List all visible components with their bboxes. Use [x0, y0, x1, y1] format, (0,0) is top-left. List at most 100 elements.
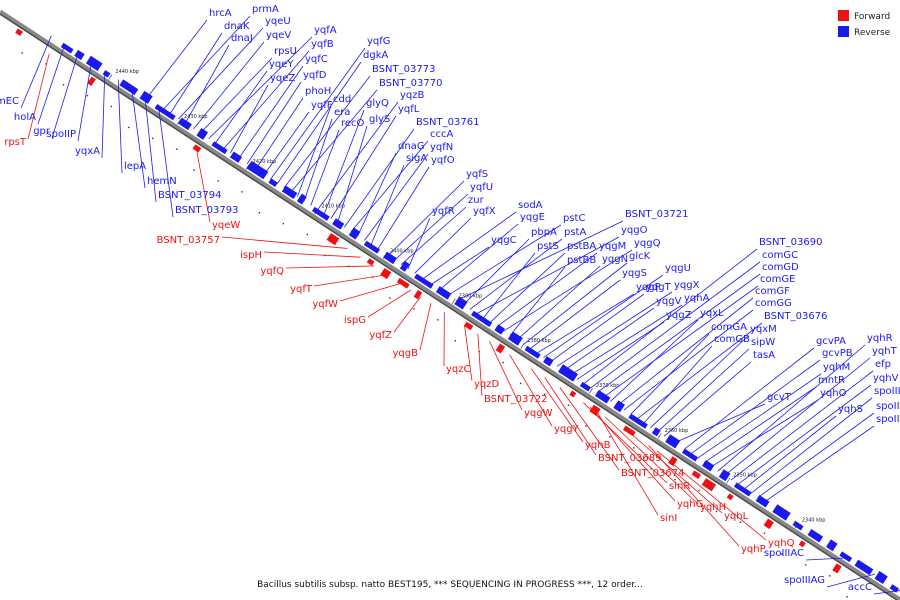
reverse-leader-line [469, 238, 563, 310]
forward-leader-line [631, 434, 723, 514]
reverse-gene-block [507, 331, 523, 346]
forward-leader-line [648, 445, 740, 547]
reverse-leader-line [163, 15, 251, 110]
reverse-leader-line [873, 590, 900, 595]
reverse-leader-line [193, 41, 265, 130]
reverse-leader-line [476, 236, 620, 315]
reverse-leader-line [208, 36, 313, 140]
forward-gene-block [87, 76, 96, 87]
reverse-gene-label-yqha: yqhA [684, 293, 710, 304]
reverse-leader-line [657, 348, 750, 433]
forward-gene-block [798, 540, 806, 548]
reverse-gene-label-spoiiiad: spoIIIAD [876, 414, 900, 425]
forward-gene-label-sinr: sinR [669, 481, 690, 492]
forward-leader-line [477, 333, 483, 397]
reverse-leader-line [529, 279, 621, 350]
marker-dot [454, 340, 456, 342]
reverse-gene-label-yqge: yqgE [520, 212, 545, 223]
reverse-gene-block [825, 539, 838, 552]
reverse-gene-label-spoiip: spoIIP [46, 129, 76, 140]
reverse-leader-line [414, 217, 472, 274]
reverse-leader-line [77, 62, 92, 142]
reverse-leader-line [826, 573, 876, 588]
forward-leader-line [196, 149, 211, 223]
reverse-leader-line [710, 399, 819, 468]
reverse-leader-line [387, 180, 465, 257]
marker-dot [241, 191, 243, 193]
reverse-leader-line [643, 345, 713, 424]
tick-label: 2370 kbp [596, 383, 620, 389]
legend-label-forward: Forward [854, 12, 890, 22]
reverse-gene-label-yqhr: yqhR [867, 333, 893, 344]
reverse-gene-label-yqht: yqhT [872, 346, 898, 357]
gene-blocks [15, 28, 900, 598]
forward-leader-line [464, 324, 473, 382]
marker-dot [176, 148, 178, 150]
leader-lines [20, 15, 900, 595]
reverse-gene-label-yqho: yqhO [820, 388, 847, 399]
forward-gene-block [15, 28, 23, 36]
reverse-gene-block [74, 49, 85, 61]
reverse-leader-line [343, 128, 415, 228]
reverse-gene-label-bsnt-03690: BSNT_03690 [759, 237, 822, 248]
reverse-leader-line [131, 88, 146, 189]
reverse-leader-line [263, 111, 310, 176]
reverse-leader-line [350, 140, 429, 232]
marker-dot [519, 382, 522, 385]
reverse-gene-label-comgg: comGG [755, 298, 792, 309]
forward-leader-line [509, 354, 553, 427]
reverse-gene-block [755, 495, 770, 508]
reverse-gene-label-siga: sigA [406, 153, 427, 164]
reverse-gene-label-yqzb: yqzB [400, 90, 425, 101]
reverse-leader-line [230, 84, 269, 154]
forward-gene-block [380, 268, 392, 280]
forward-gene-block [726, 493, 734, 501]
reverse-gene-label-bsnt-03793: BSNT_03793 [175, 205, 238, 216]
tick-label: 2420 kbp [253, 159, 277, 165]
forward-gene-block [463, 321, 474, 331]
reverse-leader-line [283, 75, 371, 189]
marker-dot [152, 137, 154, 140]
forward-gene-label-yqfw: yqfW [312, 299, 338, 310]
legend-label-reverse: Reverse [854, 28, 891, 38]
marker-dot [258, 212, 261, 214]
reverse-leader-line [323, 109, 365, 215]
forward-leader-line [285, 265, 375, 269]
reverse-gene-label-yqfs: yqfS [466, 169, 488, 180]
reverse-gene-label-mntr: mntR [818, 375, 845, 386]
reverse-gene-label-pstba: pstBA [567, 241, 596, 252]
forward-gene-label-yqhg: yqhG [677, 499, 703, 510]
reverse-gene-block [399, 260, 410, 272]
marker-dot [413, 308, 415, 310]
reverse-gene-label-gcvpa: gcvPA [816, 336, 846, 347]
reverse-leader-line [556, 291, 673, 367]
reverse-gene-block [772, 504, 791, 521]
reverse-gene-label-pstbb: pstBB [567, 255, 596, 266]
reverse-leader-line [337, 125, 368, 224]
forward-gene-block [569, 390, 577, 398]
reverse-leader-line [364, 153, 429, 241]
reverse-gene-label-yqfo: yqfO [431, 155, 455, 166]
forward-gene-block [326, 233, 340, 246]
reverse-leader-line [724, 357, 871, 476]
tick-label: 2360 kbp [665, 428, 689, 434]
reverse-gene-label-phoh: phoH [305, 86, 331, 97]
marker-dot [110, 105, 113, 108]
reverse-gene-label-cdd: cdd [333, 94, 351, 105]
reverse-gene-block [542, 356, 554, 367]
forward-gene-label-yqfz: yqfZ [369, 330, 392, 341]
reverse-leader-line [730, 370, 874, 481]
marker-dot [781, 553, 783, 555]
reverse-gene-block [471, 310, 493, 327]
forward-leader-line [604, 416, 699, 505]
reverse-leader-line [400, 206, 467, 265]
reverse-gene-label-yqfn: yqfN [430, 142, 453, 153]
tick-label: 2380 kbp [527, 338, 551, 344]
reverse-gene-label-bsnt-03770: BSNT_03770 [379, 78, 442, 89]
reverse-gene-label-yqhm: yqhM [823, 362, 850, 373]
reverse-leader-line [290, 89, 378, 193]
reverse-leader-line [623, 309, 754, 411]
reverse-gene-label-tasa: tasA [753, 350, 775, 361]
